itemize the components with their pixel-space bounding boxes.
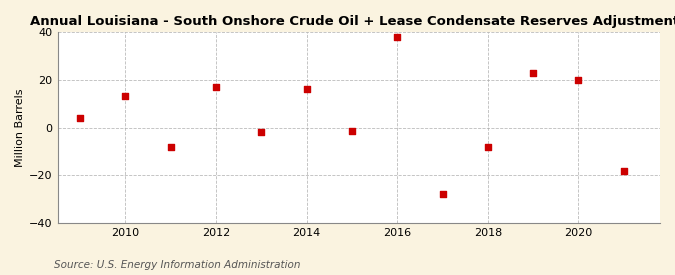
Point — [211, 85, 221, 89]
Point — [120, 94, 131, 99]
Point — [528, 70, 539, 75]
Point — [573, 78, 584, 82]
Point — [392, 35, 403, 39]
Point — [165, 144, 176, 149]
Point — [256, 130, 267, 134]
Point — [301, 87, 312, 92]
Point — [437, 192, 448, 197]
Text: Source: U.S. Energy Information Administration: Source: U.S. Energy Information Administ… — [54, 260, 300, 270]
Point — [75, 116, 86, 120]
Title: Annual Louisiana - South Onshore Crude Oil + Lease Condensate Reserves Adjustmen: Annual Louisiana - South Onshore Crude O… — [30, 15, 675, 28]
Point — [618, 168, 629, 173]
Point — [483, 144, 493, 149]
Point — [346, 129, 357, 133]
Y-axis label: Million Barrels: Million Barrels — [15, 88, 25, 167]
